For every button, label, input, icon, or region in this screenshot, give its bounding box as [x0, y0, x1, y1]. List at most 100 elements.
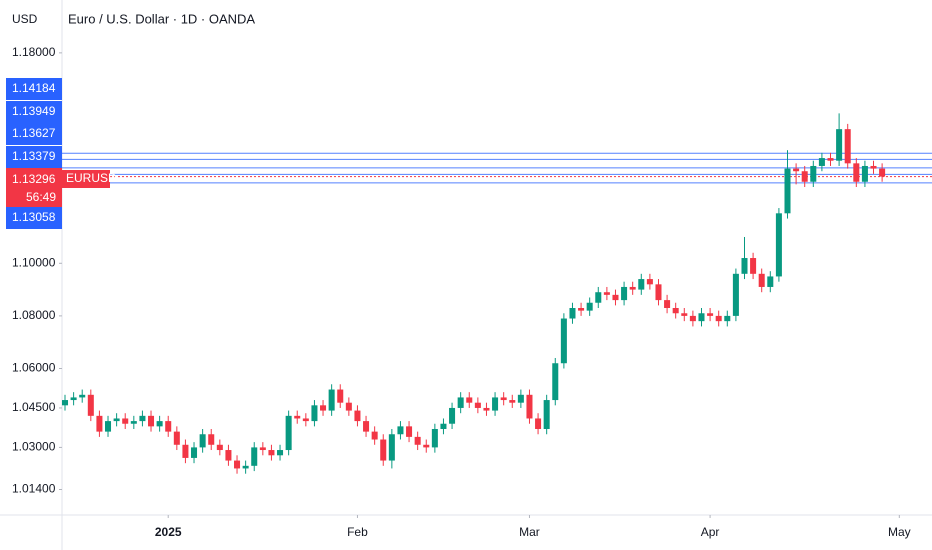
candle-body — [397, 426, 404, 435]
price-badge-label: 1.13627 — [12, 126, 56, 140]
candle-body — [629, 286, 636, 290]
candle-body — [294, 415, 301, 419]
candle-body — [130, 421, 137, 424]
candle-body — [784, 168, 791, 214]
candle-body — [853, 163, 860, 182]
candle-body — [758, 273, 765, 287]
candle-body — [302, 418, 309, 422]
candle-body — [638, 279, 645, 290]
candle-body — [492, 397, 499, 411]
x-tick-label: Apr — [701, 525, 720, 539]
candle-body — [414, 436, 421, 445]
candle-body — [707, 313, 714, 316]
candle-body — [251, 447, 258, 466]
candle-body — [767, 276, 774, 287]
candle-body — [715, 315, 722, 322]
x-tick-label: Feb — [347, 525, 368, 539]
candle-body — [664, 300, 671, 309]
candle-body — [363, 421, 370, 432]
candle-body — [113, 418, 120, 422]
y-tick-label: 1.18000 — [12, 45, 56, 59]
currency-label: USD — [12, 12, 38, 26]
candle-body — [148, 415, 155, 427]
candle-body — [552, 363, 559, 401]
price-badge-label: 1.13949 — [12, 104, 56, 118]
candle-body — [621, 286, 628, 301]
candle-body — [449, 407, 456, 424]
last-price-badge — [6, 168, 62, 208]
candle-body — [603, 292, 610, 295]
candle-body — [836, 129, 843, 161]
candle-body — [655, 284, 662, 301]
candle-body — [173, 431, 180, 445]
candle-body — [457, 397, 464, 408]
candle-body — [105, 421, 112, 432]
candle-body — [586, 302, 593, 311]
candle-body — [388, 434, 395, 461]
price-badge-label: 1.14184 — [12, 81, 56, 95]
candle-body — [199, 434, 206, 448]
candle-body — [750, 258, 757, 274]
candle-body — [70, 397, 77, 401]
candle-body — [698, 313, 705, 322]
price-badge-label: 1.13379 — [12, 149, 56, 163]
candle-body — [741, 258, 748, 274]
symbol-label: EURUSD — [66, 171, 117, 185]
candle-body — [371, 431, 378, 440]
candle-body — [612, 294, 619, 301]
candle-body — [79, 394, 86, 398]
candle-body — [810, 165, 817, 182]
countdown: 56:49 — [26, 190, 56, 204]
price-badge — [6, 146, 62, 168]
last-price-label: 1.13296 — [12, 172, 56, 186]
y-tick-label: 1.03000 — [12, 440, 56, 454]
candle-body — [775, 213, 782, 277]
candle-body — [517, 394, 524, 403]
candle-body — [156, 421, 163, 427]
candle-body — [440, 423, 447, 429]
y-tick-label: 1.06000 — [12, 361, 56, 375]
candle-body — [801, 171, 808, 182]
candle-body — [96, 415, 103, 432]
candle-body — [827, 158, 834, 161]
price-badge — [6, 78, 62, 100]
candle-body — [578, 308, 585, 311]
candle-body — [681, 313, 688, 316]
candle-body — [535, 418, 542, 429]
price-badge — [6, 207, 62, 229]
y-tick-label: 1.04500 — [12, 400, 56, 414]
candle-body — [320, 405, 327, 411]
candle-body — [689, 315, 696, 322]
candle-body — [259, 447, 266, 451]
candle-body — [165, 421, 172, 432]
candle-body — [345, 402, 352, 411]
candle-body — [191, 447, 198, 458]
candle-body — [466, 397, 473, 403]
candle-body — [225, 450, 232, 461]
candle-body — [87, 394, 94, 416]
candle-body — [560, 318, 567, 364]
candle-body — [242, 465, 249, 469]
candle-body — [277, 450, 284, 456]
candle-body — [431, 428, 438, 448]
candle-body — [354, 410, 361, 422]
candle-body — [474, 402, 481, 408]
candle-body — [732, 273, 739, 316]
candle-body — [818, 158, 825, 166]
x-tick-label: May — [888, 525, 911, 539]
candle-body — [423, 444, 430, 448]
candle-body — [122, 418, 129, 424]
symbol-tag — [62, 170, 110, 188]
candle-body — [285, 415, 292, 451]
candle-body — [380, 439, 387, 461]
candle-body — [62, 400, 69, 406]
chart-title: Euro / U.S. Dollar · 1D · OANDA — [68, 11, 255, 26]
candle-body — [543, 400, 550, 429]
candle-body — [208, 434, 215, 445]
candle-body — [182, 444, 189, 458]
candle-body — [879, 168, 886, 177]
y-tick-label: 1.01400 — [12, 482, 56, 496]
candle-body — [844, 129, 851, 164]
candle-body — [500, 397, 507, 401]
